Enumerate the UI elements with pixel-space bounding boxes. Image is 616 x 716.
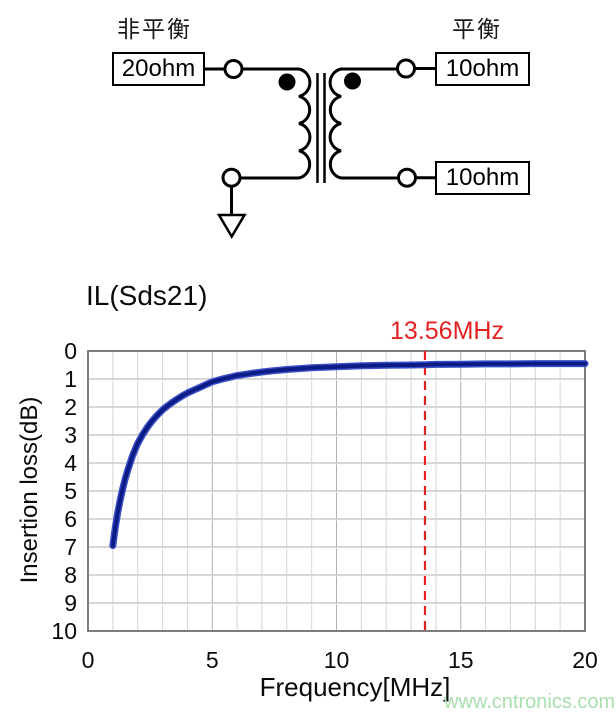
- terminal-bottom-left: [221, 167, 242, 188]
- x-tick-label: 20: [572, 647, 598, 673]
- polarity-dot-secondary: [344, 72, 361, 90]
- curve-edge: [109, 360, 589, 550]
- terminal-top-right: [396, 58, 416, 79]
- y-tick-label: 0: [64, 338, 77, 364]
- x-tick-label: 10: [324, 647, 350, 673]
- polarity-dot-primary: [278, 73, 296, 91]
- unbalanced-port-label: 非平衡: [117, 16, 192, 42]
- y-tick-label: 7: [64, 534, 77, 560]
- x-tick-label: 5: [206, 647, 219, 673]
- plot-frame: [87, 350, 586, 632]
- y-tick-label: 4: [64, 450, 77, 476]
- marker-frequency-label: 13.56MHz: [390, 317, 504, 345]
- y-tick-label: 9: [64, 590, 77, 616]
- transformer-core: [316, 73, 326, 183]
- y-tick-label: 8: [64, 562, 77, 588]
- y-tick-label: 5: [64, 478, 77, 504]
- insertion-loss-curve: [110, 361, 587, 548]
- y-tick-label: 10: [51, 618, 77, 644]
- x-tick-label: 0: [82, 647, 95, 673]
- y-axis-label: Insertion loss(dB): [16, 396, 43, 584]
- load-impedance-bottom-box: 10ohm: [435, 161, 530, 195]
- balun-circuit-diagram: [205, 58, 435, 239]
- watermark: www.cntronics.com: [444, 691, 616, 713]
- x-tick-label: 15: [448, 647, 474, 673]
- x-axis-label: Frequency[MHz]: [259, 672, 451, 702]
- balanced-port-label: 平衡: [452, 16, 502, 42]
- y-tick-label: 3: [64, 422, 77, 448]
- terminal-bottom-right: [397, 167, 417, 188]
- secondary-winding: [328, 67, 399, 180]
- chart-title: IL(Sds21): [86, 280, 208, 311]
- ground-icon: [216, 213, 247, 239]
- source-impedance-box: 20ohm: [112, 52, 205, 86]
- y-tick-label: 2: [64, 394, 77, 420]
- y-tick-label: 1: [64, 366, 77, 392]
- terminal-top-left: [223, 59, 244, 79]
- y-tick-label: 6: [64, 506, 77, 532]
- primary-winding: [240, 67, 312, 180]
- load-impedance-top-box: 10ohm: [435, 52, 530, 86]
